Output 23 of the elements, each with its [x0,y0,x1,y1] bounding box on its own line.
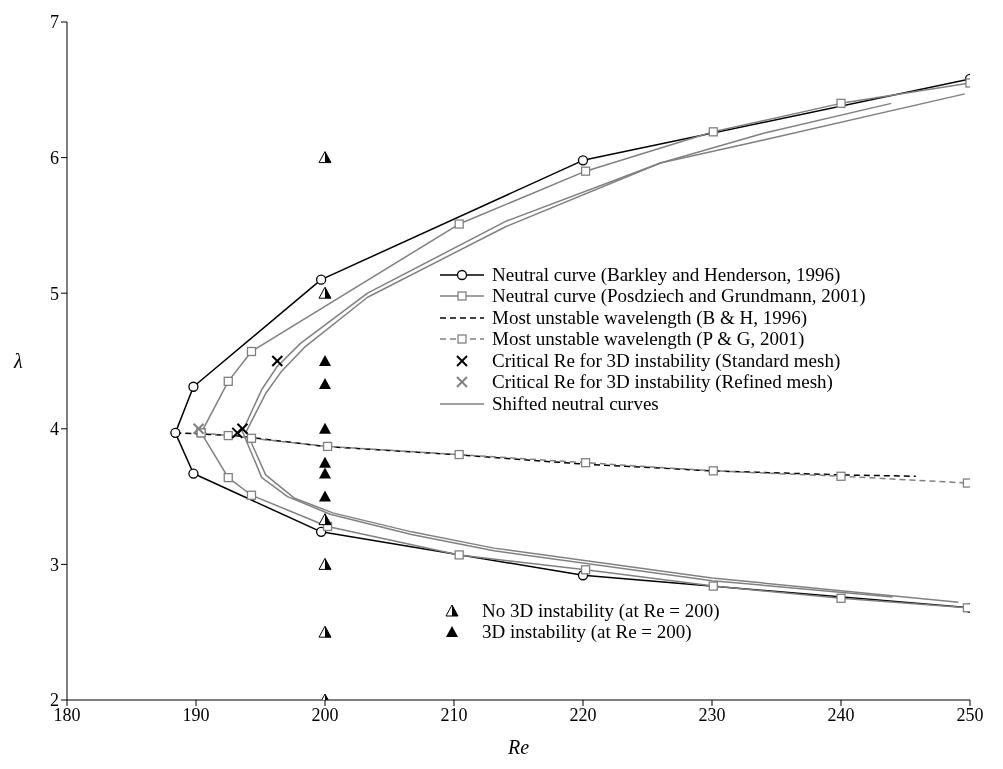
legend-label: Shifted neutral curves [492,392,659,415]
y-tick-label: 7 [50,12,59,33]
legend-label: Critical Re for 3D instability (Refined mesh) [492,371,833,394]
x-tick-label: 210 [440,704,468,725]
x-tick-label: 230 [698,704,726,725]
legend-label: Critical Re for 3D instability (Standard mesh) [492,349,841,372]
y-tick-label: 5 [50,283,59,304]
x-tick-label: 220 [569,704,597,725]
y-tick-label: 3 [50,554,59,575]
y-tick-label: 4 [50,419,59,440]
y-axis-title: λ [13,350,23,373]
legend-label: Most unstable wavelength (P & G, 2001) [492,328,805,351]
legend-label: Neutral curve (Posdziech and Grundmann, 2001) [492,285,866,308]
y-tick-label: 6 [50,147,59,168]
legend-label: Neutral curve (Barkley and Henderson, 1996) [492,263,841,286]
x-axis-title: Re [506,736,530,758]
x-tick-label: 250 [956,704,984,725]
x-tick-label: 200 [311,704,339,725]
x-tick-label: 240 [827,704,855,725]
legend-label: Most unstable wavelength (B & H, 1996) [492,306,808,329]
legend-label: No 3D instability (at Re = 200) [482,599,720,622]
x-tick-label: 190 [182,704,210,725]
legend-label: 3D instability (at Re = 200) [482,621,692,644]
